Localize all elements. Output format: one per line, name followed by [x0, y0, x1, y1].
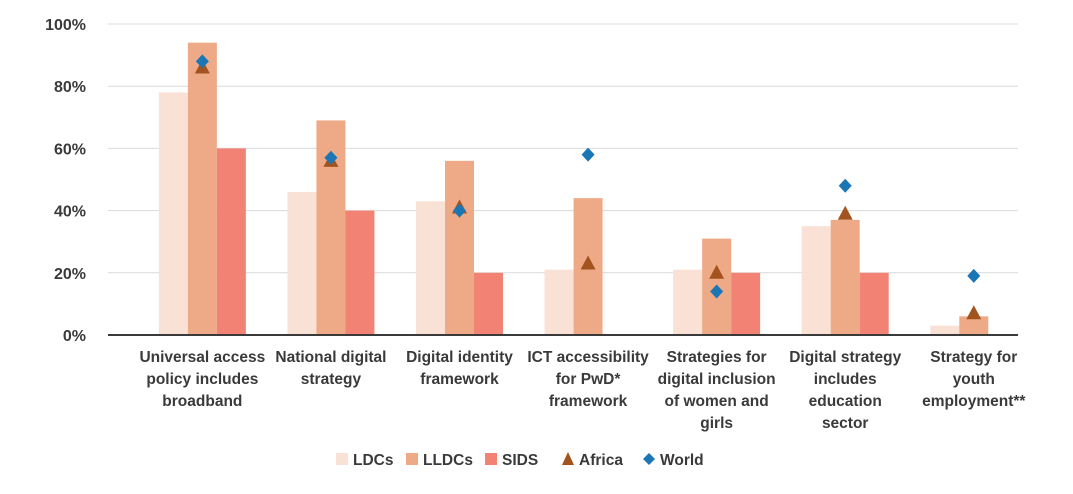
y-tick-label: 80%: [54, 79, 86, 96]
x-category-label: Digital strategy includes education sector: [789, 349, 901, 432]
x-category-label: ICT accessibility for PwD* framework: [527, 349, 649, 410]
bar-ldcs: [673, 269, 703, 335]
legend-swatch-lldcs: [406, 453, 418, 465]
bar-ldcs: [158, 92, 188, 335]
bar-sids: [345, 210, 375, 335]
legend-label-world: World: [660, 452, 704, 469]
y-tick-label: 40%: [54, 204, 86, 221]
legend-swatch-sids: [485, 453, 497, 465]
marker-world: [838, 178, 852, 193]
bar-ldcs: [544, 269, 574, 335]
marker-africa: [837, 205, 853, 220]
legend-label-lldcs: LLDCs: [423, 452, 473, 469]
y-tick-label: 60%: [54, 141, 86, 158]
y-tick-label: 100%: [45, 17, 86, 34]
bar-sids: [474, 272, 503, 335]
bar-lldcs: [959, 316, 989, 335]
bar-sids: [216, 148, 246, 335]
marker-world: [453, 203, 466, 218]
legend-swatch-ldcs: [336, 453, 348, 465]
marker-africa: [709, 264, 725, 279]
category-labels: Universal access policy includes broadband…: [139, 349, 1026, 432]
bar-ldcs: [930, 325, 960, 335]
marker-world: [967, 268, 981, 283]
bar-ldcs: [287, 191, 317, 335]
marker-africa: [580, 255, 596, 270]
bar-ldcs: [801, 226, 831, 335]
marker-world: [710, 284, 724, 299]
bars: [158, 42, 989, 335]
marker-world: [195, 54, 209, 69]
marker-world: [324, 150, 338, 165]
y-tick-label: 0%: [63, 328, 86, 345]
x-category-label: Strategy for youth employment**: [922, 349, 1026, 410]
bar-lldcs: [187, 42, 217, 335]
legend-swatch-world: [643, 453, 655, 465]
bar-ldcs: [416, 201, 445, 335]
y-axis-ticks: 0% 20% 40% 60% 80% 100%: [45, 17, 86, 345]
bar-sids: [731, 272, 761, 335]
legend-swatch-africa: [562, 452, 574, 465]
legend-label-africa: Africa: [579, 452, 623, 469]
x-category-label: Universal access policy includes broadband: [139, 349, 265, 410]
bar-lldcs: [445, 160, 474, 335]
x-category-label: National digital strategy: [275, 349, 386, 388]
legend-label-sids: SIDS: [502, 452, 538, 469]
x-category-label: Strategies for digital inclusion of women …: [658, 349, 776, 432]
markers: [194, 54, 982, 320]
marker-africa: [966, 305, 982, 320]
legend-label-ldcs: LDCs: [353, 452, 393, 469]
bar-sids: [859, 272, 889, 335]
x-category-label: Digital identity framework: [406, 349, 513, 388]
legend: LDCs LLDCs SIDS Africa World: [336, 452, 704, 469]
marker-world: [581, 147, 595, 162]
bar-lldcs: [830, 219, 860, 335]
y-tick-label: 20%: [54, 266, 86, 283]
